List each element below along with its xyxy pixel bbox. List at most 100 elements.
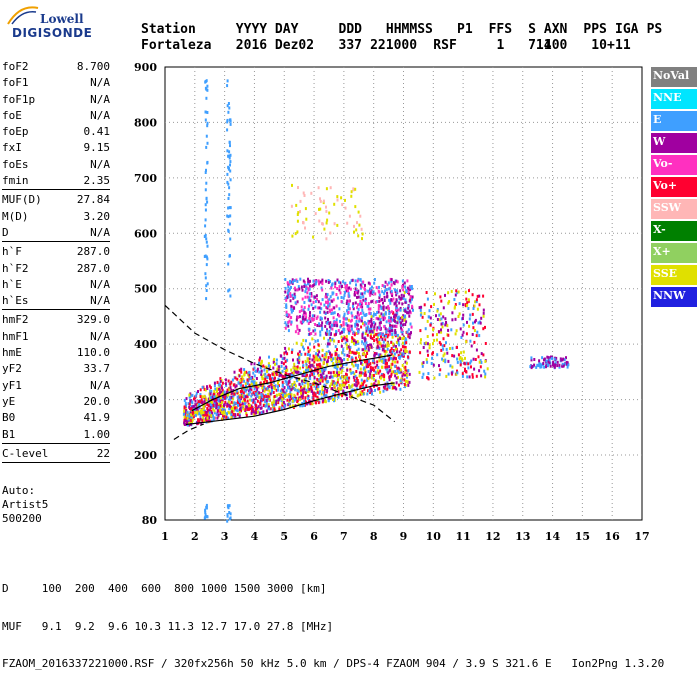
echo-point <box>303 403 306 407</box>
param-name: fxI <box>2 141 22 155</box>
echo-point <box>319 369 322 373</box>
echo-point <box>228 206 231 210</box>
echo-point <box>436 318 439 321</box>
echo-point <box>225 390 228 394</box>
echo-point <box>326 293 329 297</box>
echo-point <box>209 403 212 407</box>
echo-point <box>377 307 380 311</box>
echo-point <box>419 351 422 355</box>
echo-point <box>302 316 305 320</box>
echo-point <box>337 354 340 358</box>
echo-point <box>333 306 336 310</box>
param-name: B1 <box>2 427 16 441</box>
echo-point <box>465 361 468 365</box>
echo-point <box>254 390 257 394</box>
echo-point <box>215 412 218 416</box>
echo-point <box>346 358 349 361</box>
echo-point <box>186 423 189 427</box>
echo-point <box>342 280 345 284</box>
echo-point <box>219 404 222 408</box>
echo-point <box>191 415 194 419</box>
echo-point <box>377 387 380 391</box>
echo-point <box>284 326 287 330</box>
echo-point <box>325 374 328 378</box>
echo-point <box>391 359 394 363</box>
echo-point <box>378 341 381 344</box>
echo-point <box>418 370 421 374</box>
echo-point <box>206 257 209 261</box>
echo-point <box>299 366 302 370</box>
echo-point <box>289 372 292 376</box>
echo-point <box>346 368 349 372</box>
echo-point <box>333 339 336 343</box>
echo-point <box>375 286 378 290</box>
echo-point <box>325 292 328 296</box>
echo-point <box>404 365 407 369</box>
echo-point <box>339 384 342 387</box>
echo-point <box>373 333 376 337</box>
param-value: 27.84 <box>76 193 110 207</box>
echo-point <box>323 376 326 380</box>
echo-point <box>369 365 372 369</box>
echo-point <box>348 384 350 388</box>
echo-point <box>306 373 309 377</box>
echo-point <box>263 385 266 389</box>
echo-point <box>340 296 343 299</box>
echo-point <box>199 400 202 404</box>
echo-point <box>436 309 439 313</box>
echo-point <box>290 368 293 372</box>
echo-point <box>471 293 474 297</box>
echo-point <box>269 377 272 381</box>
echo-point <box>326 360 328 364</box>
echo-point <box>324 387 327 391</box>
echo-point <box>368 311 371 315</box>
echo-point <box>316 388 319 392</box>
echo-point <box>197 404 200 408</box>
echo-point <box>236 391 239 395</box>
echo-point <box>366 392 369 396</box>
echo-point <box>297 315 300 319</box>
echo-point <box>376 369 379 373</box>
echo-point <box>238 368 241 372</box>
echo-point <box>332 370 335 374</box>
echo-point <box>378 299 381 303</box>
echo-point <box>274 384 277 388</box>
echo-point <box>370 388 373 392</box>
echo-point <box>440 317 443 321</box>
echo-point <box>478 360 481 364</box>
echo-point <box>255 381 258 385</box>
echo-point <box>336 362 339 365</box>
echo-point <box>359 214 362 218</box>
echo-point <box>453 354 456 358</box>
echo-point <box>538 361 541 365</box>
echo-point <box>262 404 265 407</box>
echo-point <box>393 313 396 317</box>
echo-point <box>325 333 328 336</box>
echo-point <box>251 406 254 410</box>
echo-point <box>321 222 324 226</box>
echo-point <box>191 401 194 405</box>
echo-point <box>307 386 310 390</box>
echo-point <box>456 291 459 295</box>
echo-point <box>391 362 394 366</box>
echo-point <box>182 412 185 416</box>
echo-point <box>325 305 328 309</box>
echo-point <box>394 360 397 364</box>
echo-point <box>297 361 300 365</box>
echo-point <box>228 254 231 258</box>
echo-point <box>409 332 412 336</box>
echo-point <box>314 212 317 216</box>
echo-point <box>192 415 195 419</box>
echo-point <box>320 358 323 362</box>
param-name: B0 <box>2 411 16 425</box>
echo-point <box>232 397 235 401</box>
echo-point <box>327 380 330 384</box>
lowell-digisonde-logo: Lowell DIGISONDE <box>2 2 122 42</box>
echo-point <box>313 360 316 364</box>
echo-point <box>204 218 207 222</box>
echo-point <box>309 348 312 352</box>
echo-point <box>342 389 345 393</box>
echo-point <box>221 386 223 390</box>
echo-point <box>465 332 468 336</box>
echo-point <box>228 411 231 415</box>
